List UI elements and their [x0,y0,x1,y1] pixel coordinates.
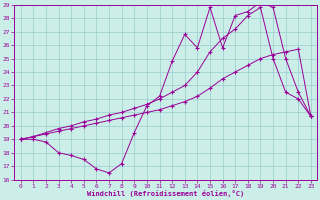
X-axis label: Windchill (Refroidissement éolien,°C): Windchill (Refroidissement éolien,°C) [87,190,244,197]
